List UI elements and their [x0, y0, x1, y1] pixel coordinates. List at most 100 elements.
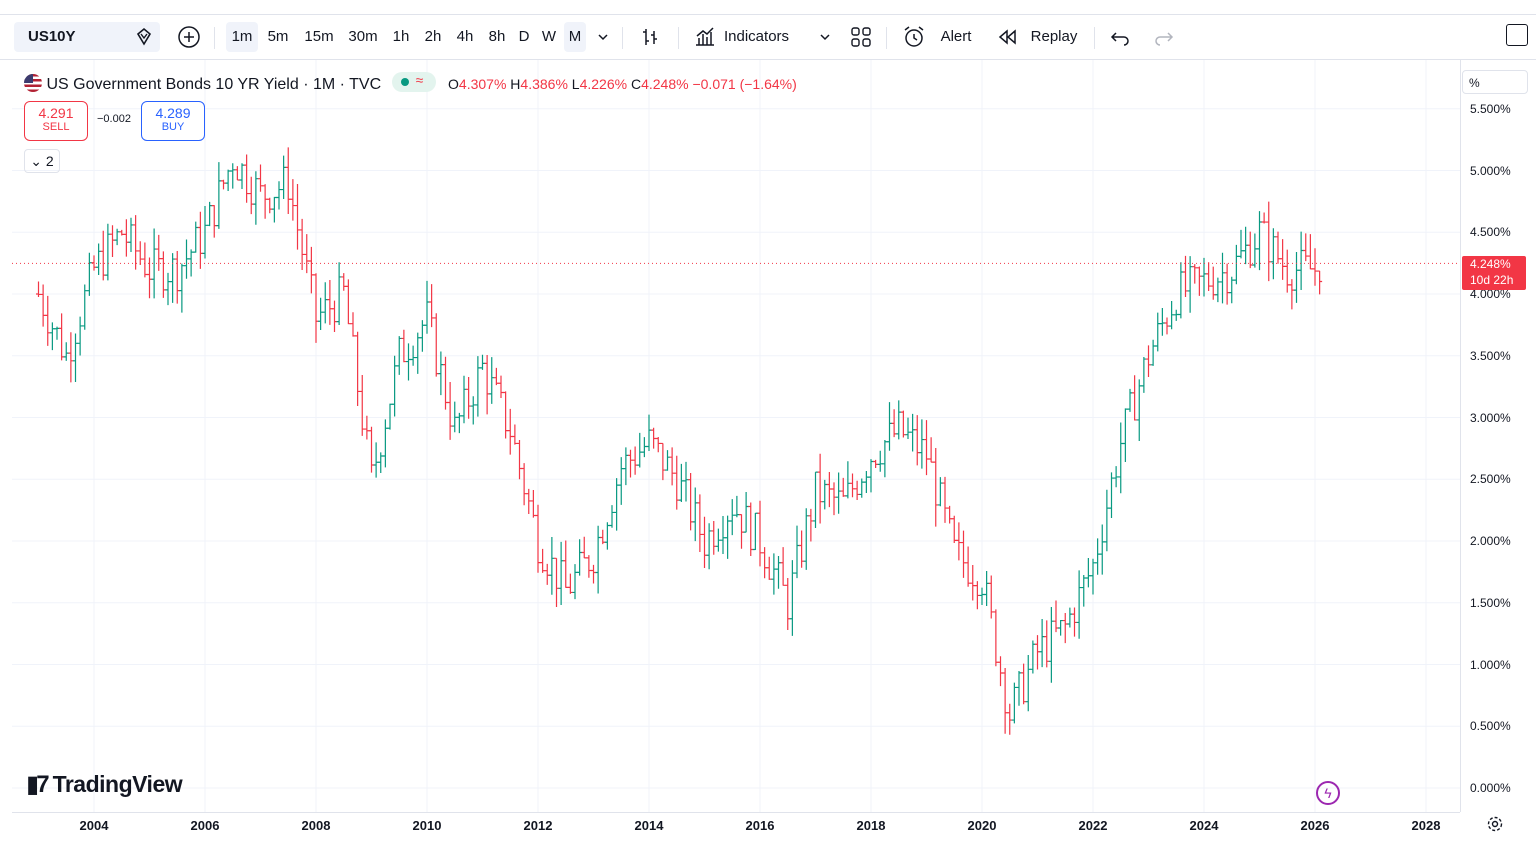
ohlc-bar	[817, 453, 823, 524]
ohlc-bar	[424, 280, 430, 334]
tradingview-logo[interactable]: ▮7 TradingView	[26, 771, 183, 798]
ohlc-bar	[147, 257, 152, 299]
ohlc-bar	[137, 241, 143, 265]
last-price-tag: 4.248% 10d 22h	[1462, 256, 1526, 290]
legend-title[interactable]: US Government Bonds 10 YR Yield · 1M · T…	[46, 76, 382, 93]
ohlc-bar	[887, 402, 892, 451]
price-tick-label: 5.000%	[1470, 163, 1511, 178]
interval-W[interactable]: W	[541, 28, 557, 45]
ohlc-bar	[600, 529, 606, 545]
ohlc-bar	[1155, 312, 1161, 352]
chevron-down-icon[interactable]	[812, 24, 838, 50]
ohlc-bar	[1146, 345, 1151, 377]
ohlc-bar	[45, 295, 51, 346]
ohlc-bar	[216, 162, 222, 229]
sell-button[interactable]: 4.291 SELL	[24, 101, 88, 141]
symbol-search[interactable]: US10Y	[14, 22, 160, 52]
alert-button[interactable]: Alert	[940, 28, 972, 45]
ohlc-bar	[470, 396, 476, 425]
ohlc-bar	[614, 478, 620, 531]
interval-30m[interactable]: 30m	[348, 28, 378, 45]
interval-D[interactable]: D	[518, 28, 530, 45]
ohlc-bar	[456, 412, 462, 434]
ohlc-bar	[924, 420, 929, 476]
ohlc-bar	[1284, 249, 1290, 293]
ohlc-bar	[674, 455, 680, 510]
interval-1m[interactable]: 1m	[226, 22, 258, 52]
ohlc-bar	[961, 530, 966, 578]
interval-8h[interactable]: 8h	[488, 28, 506, 45]
ohlc-bar	[1317, 270, 1323, 295]
ohlc-bar	[160, 251, 166, 298]
ohlc-bar	[1044, 620, 1050, 668]
percent-scale-button[interactable]: %	[1462, 70, 1528, 94]
compare-add-icon[interactable]	[176, 24, 202, 50]
ohlc-bar	[406, 343, 411, 381]
ohlc-bar	[221, 179, 226, 190]
ohlc-bar	[988, 575, 994, 619]
price-tick-label: 1.000%	[1470, 657, 1511, 672]
redo-icon[interactable]	[1151, 24, 1177, 50]
ohlc-bar	[623, 447, 629, 486]
ohlc-bar	[447, 382, 453, 440]
ohlc-bar	[1257, 211, 1262, 271]
layouts-grid-icon[interactable]	[848, 24, 874, 50]
interval-15m[interactable]: 15m	[304, 28, 334, 45]
undo-icon[interactable]	[1107, 24, 1133, 50]
ohlc-bar	[831, 482, 837, 516]
interval-2h[interactable]: 2h	[424, 28, 442, 45]
price-chart[interactable]	[12, 60, 1460, 812]
rewind-icon[interactable]	[995, 24, 1021, 50]
fullscreen-icon[interactable]	[1506, 24, 1528, 46]
gear-icon[interactable]	[1486, 815, 1504, 833]
ohlc-bar	[480, 354, 485, 370]
ohlc-bar	[1289, 279, 1295, 310]
ohlc-bar	[549, 536, 555, 595]
price-axis[interactable]: 5.500% 5.000% 4.500% 4.000% 3.500% 3.000% 2.50…	[1460, 60, 1536, 812]
interval-4h[interactable]: 4h	[456, 28, 474, 45]
lightning-icon[interactable]: ϟ	[1316, 781, 1340, 805]
ohlc-bar	[803, 508, 809, 570]
market-status[interactable]: ≈	[391, 72, 436, 92]
ohlc-bar	[646, 414, 652, 451]
time-axis[interactable]: 2004 2006 2008 2010 2012 2014 2016 2018 2020 2022…	[12, 812, 1460, 847]
interval-1h[interactable]: 1h	[392, 28, 410, 45]
ohlc-bar	[299, 218, 305, 271]
ohlc-bar	[905, 417, 911, 440]
replay-button[interactable]: Replay	[1030, 28, 1078, 45]
ohlc-bar	[429, 284, 435, 328]
ohlc-bar	[1229, 276, 1235, 304]
ohlc-bar	[262, 184, 268, 219]
gem-icon[interactable]	[132, 25, 156, 49]
bar-style-icon[interactable]	[637, 24, 663, 50]
indicators-button[interactable]: Indicators	[724, 28, 790, 45]
ohlc-bar	[1122, 408, 1128, 463]
interval-5m[interactable]: 5m	[267, 28, 289, 45]
high-value: 4.386%	[520, 76, 568, 92]
ohlc-bar	[1081, 575, 1087, 607]
interval-M[interactable]: M	[564, 22, 586, 52]
ohlc-bar	[1039, 618, 1045, 668]
ohlc-bar	[540, 548, 546, 573]
ohlc-bar	[1210, 266, 1216, 300]
ohlc-bar	[655, 437, 661, 453]
chevron-down-icon[interactable]	[590, 24, 616, 50]
buy-price: 4.289	[155, 105, 191, 121]
indicators-icon[interactable]	[692, 24, 718, 50]
ohlc-bar	[1136, 379, 1142, 442]
ohlc-bar	[739, 514, 744, 549]
time-tick-label: 2024	[1189, 818, 1219, 833]
divider	[1094, 27, 1095, 49]
alarm-clock-icon[interactable]	[901, 24, 927, 50]
ohlc-bar	[1275, 231, 1281, 264]
time-tick-label: 2010	[412, 818, 442, 833]
ohlc-bar	[225, 169, 231, 192]
buy-button[interactable]: 4.289 BUY	[141, 101, 205, 141]
ohlc-bar	[914, 415, 920, 466]
ohlc-bar	[304, 234, 310, 274]
time-tick-label: 2028	[1411, 818, 1441, 833]
ohlc-bar	[937, 477, 943, 507]
time-tick-label: 2006	[190, 818, 220, 833]
ohlc-bar	[184, 239, 189, 279]
collapse-indicators-button[interactable]: ⌄ 2	[24, 149, 60, 173]
